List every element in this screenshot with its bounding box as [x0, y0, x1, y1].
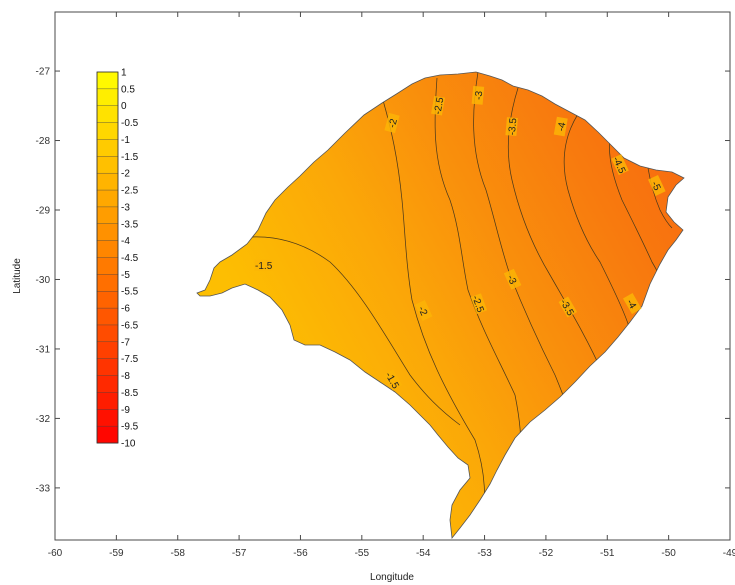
x-tick-label: -56: [293, 548, 308, 559]
legend-level-label: -1: [121, 135, 130, 146]
legend-color-band: [96, 122, 119, 140]
legend-level-label: -2: [121, 169, 130, 180]
contour-lines: [239, 72, 673, 538]
legend-level-label: -5.5: [121, 287, 139, 298]
contour-line-minus-1-5: [239, 236, 461, 426]
legend-color-band: [96, 240, 119, 259]
contour-line-minus-2: [379, 89, 485, 538]
svg-text:-4: -4: [556, 121, 568, 132]
x-tick-label: -55: [355, 548, 370, 559]
legend-level-label: -5: [121, 270, 130, 281]
contour-line-minus-4: [563, 113, 631, 331]
legend-color-band: [96, 139, 119, 157]
contour-line-minus-2-5: [434, 77, 522, 461]
contour-label: -4: [622, 292, 642, 315]
y-tick-label: -27: [36, 67, 51, 78]
x-tick-label: -49: [723, 548, 735, 559]
x-axis-title: Longitude: [370, 572, 414, 583]
x-tick-label: -50: [661, 548, 676, 559]
legend-color-band: [96, 206, 119, 225]
legend-level-label: -6.5: [121, 320, 139, 331]
legend-level-label: -4.5: [121, 253, 139, 264]
legend-level-label: 0.5: [121, 84, 135, 95]
x-tick-label: -59: [109, 548, 124, 559]
legend-color-band: [96, 88, 119, 107]
legend-level-label: -8.5: [121, 388, 139, 399]
legend-level-label: -3: [121, 202, 130, 213]
svg-text:-1.5: -1.5: [255, 261, 273, 272]
x-tick-label: -58: [171, 548, 186, 559]
contour-label: -2: [414, 300, 433, 322]
x-tick-label: -51: [600, 548, 615, 559]
x-tick-label: -52: [539, 548, 554, 559]
legend-color-band: [96, 375, 119, 393]
y-tick-label: -32: [36, 414, 51, 425]
x-tick-label: -53: [477, 548, 492, 559]
y-tick-label: -31: [36, 344, 51, 355]
x-axis-ticks: -60 -59 -58 -57 -56 -55 -54 -53 -52 -51 -50 -49: [48, 12, 735, 559]
contour-label: -3: [503, 268, 522, 290]
y-tick-label: -28: [36, 136, 51, 147]
y-axis-ticks: -27-28-29-30-31-32-33: [36, 67, 730, 494]
contour-line-minus-3: [473, 72, 569, 411]
legend-color-band: [96, 274, 119, 292]
y-tick-label: -33: [36, 483, 51, 494]
legend-color-band: [96, 392, 119, 410]
legend-level-label: -9: [121, 405, 130, 416]
contour-label: -2.5: [431, 95, 447, 116]
legend-color-band: [96, 257, 119, 275]
legend-level-label: -1.5: [121, 152, 139, 163]
legend-color-band: [96, 324, 119, 343]
svg-text:-2: -2: [387, 117, 400, 129]
legend-level-label: -6: [121, 304, 130, 315]
legend-level-label: -4: [121, 236, 130, 247]
legend-level-label: -0.5: [121, 118, 139, 129]
legend-level-label: -9.5: [121, 422, 139, 433]
legend-level-label: -8: [121, 371, 130, 382]
legend-color-band: [96, 189, 119, 208]
x-tick-label: -54: [416, 548, 431, 559]
legend-level-label: -7: [121, 337, 130, 348]
legend-level-label: -10: [121, 439, 136, 450]
contour-line-minus-3-5: [507, 87, 603, 373]
legend-color-band: [96, 71, 119, 90]
legend-color-band: [96, 425, 119, 444]
legend-color-band: [96, 358, 119, 377]
legend-color-band: [96, 172, 119, 191]
legend-level-label: -3.5: [121, 219, 139, 230]
legend-color-band: [96, 223, 119, 242]
legend-level-label: -7.5: [121, 354, 139, 365]
legend-color-band: [96, 341, 119, 360]
x-tick-label: -57: [232, 548, 247, 559]
legend-color-band: [96, 156, 119, 174]
contour-label: -4: [553, 116, 568, 137]
svg-text:-2.5: -2.5: [433, 96, 447, 115]
legend-level-label: -2.5: [121, 186, 139, 197]
contour-label: -1.5: [254, 259, 273, 272]
x-tick-label: -60: [48, 548, 63, 559]
y-tick-label: -30: [36, 275, 51, 286]
contour-label: -5: [648, 174, 666, 196]
legend-level-label: 0: [121, 101, 127, 112]
svg-text:-3: -3: [474, 90, 486, 100]
y-tick-label: -29: [36, 206, 51, 217]
legend-color-band: [96, 105, 119, 124]
y-axis-title: Latitude: [12, 258, 23, 294]
axes: [54, 11, 731, 541]
contour-label: -3: [471, 85, 486, 105]
svg-text:-3.5: -3.5: [507, 117, 519, 136]
legend-color-band: [96, 409, 119, 427]
contour-label: -2: [384, 112, 400, 134]
contour-label: -3.5: [505, 117, 519, 137]
color-legend: 1 0.5 0 -0.5 -1 -1.5 -2 -2.5 -3 -3.5 -4 -4.5 -5 -5.5 -…: [96, 68, 139, 450]
state-region: [196, 71, 685, 540]
legend-color-band: [96, 307, 119, 326]
legend-color-band: [96, 291, 119, 309]
legend-level-label: 1: [121, 68, 127, 79]
